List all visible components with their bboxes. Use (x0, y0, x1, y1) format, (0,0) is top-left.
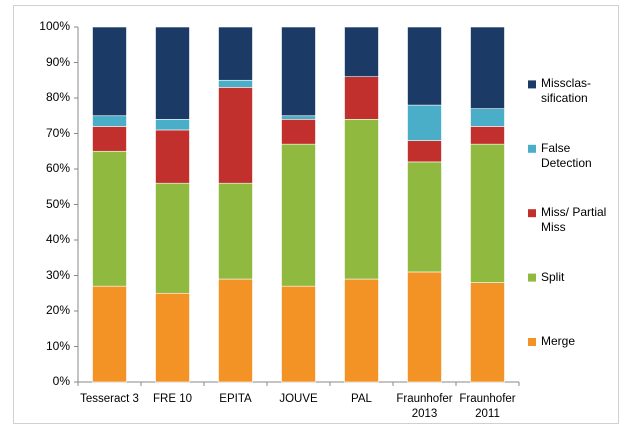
bar-segment (281, 285, 316, 383)
bar-segment (344, 278, 379, 383)
bar-segment (407, 271, 442, 383)
bar-segment (155, 26, 190, 120)
bar-segment (92, 115, 127, 127)
legend-swatch (528, 80, 536, 89)
y-tick-label: 50% (45, 196, 70, 211)
x-tick-label: Tesseract 3 (80, 393, 139, 405)
y-tick-label: 70% (45, 125, 70, 140)
bar-segment (92, 126, 127, 152)
y-tick-label: 20% (45, 303, 70, 317)
legend-swatch (528, 338, 536, 346)
y-tick-label: 100% (39, 19, 70, 33)
bar-segment (407, 104, 442, 141)
y-tick-label: 90% (45, 54, 70, 69)
legend-swatch (528, 209, 536, 218)
bar-segment (281, 119, 316, 145)
legend-label: Split (541, 269, 565, 284)
y-tick-label: 60% (45, 161, 70, 175)
x-tick-label: JOUVE (279, 393, 318, 405)
legend-label: Merge (541, 334, 576, 348)
frame (13, 5, 619, 424)
bar-segment (155, 182, 190, 294)
x-tick-label: FRE 10 (153, 393, 192, 405)
y-tick-label: 0% (52, 374, 70, 388)
legend-label: False Detection (541, 140, 592, 170)
bar-segment (344, 76, 379, 120)
y-tick-label: 10% (45, 338, 70, 353)
bar-segment (281, 143, 316, 287)
legend-label: Miss/ Partial Miss (541, 205, 607, 235)
bar-segment (92, 285, 127, 383)
bar-segment (407, 26, 442, 106)
bar-segment (155, 129, 190, 184)
bar-segment (470, 282, 505, 383)
bar-segment (218, 87, 253, 184)
bar-segment (92, 150, 127, 287)
bar-segment (470, 126, 505, 145)
bar-segment (218, 79, 253, 88)
x-tick-label: Fraunhofer 2011 (459, 393, 516, 420)
bar-segment (218, 182, 253, 280)
bar-segment (470, 108, 505, 127)
legend-label: Missclas-sification (541, 76, 591, 106)
bar-segment (470, 143, 505, 283)
y-tick-label: 80% (45, 90, 70, 104)
legend-swatch (528, 144, 536, 153)
y-tick-label: 30% (45, 267, 70, 282)
x-tick-label: EPITA (219, 393, 252, 405)
bar-segment (344, 26, 379, 78)
legend-swatch (528, 273, 536, 282)
bar-segment (470, 26, 505, 109)
bar-segment (281, 26, 316, 117)
bar-segment (155, 119, 190, 131)
bar-segment (281, 115, 316, 120)
bar-segment (155, 292, 190, 383)
bar-segment (407, 140, 442, 163)
x-tick-label: PAL (351, 393, 372, 405)
bar-segment (218, 26, 253, 81)
bar-segment (92, 26, 127, 117)
x-tick-label: Fraunhofer 2013 (396, 393, 453, 420)
bar-segment (407, 161, 442, 273)
y-tick-label: 40% (45, 232, 70, 246)
bar-segment (218, 278, 253, 383)
bar-segment (344, 119, 379, 280)
